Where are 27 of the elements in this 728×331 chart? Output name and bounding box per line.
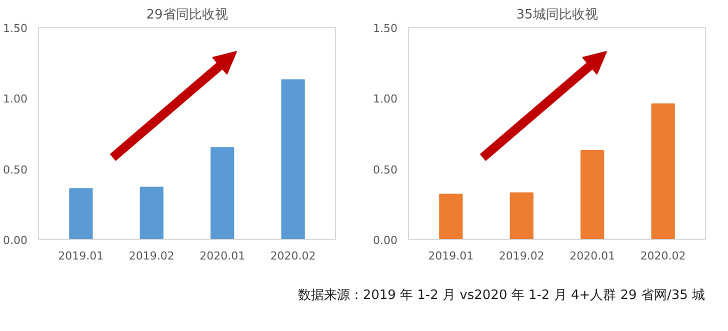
chart-title: 35城同比收视	[516, 8, 598, 22]
y-tick-label: 1.00	[373, 92, 398, 106]
bar	[510, 192, 534, 240]
bar	[580, 150, 604, 240]
x-tick-label: 2019.02	[128, 250, 174, 262]
bar	[439, 194, 463, 240]
x-tick-label: 2020.02	[270, 250, 316, 262]
x-tick-label: 2019.01	[58, 250, 104, 262]
x-tick-label: 2019.01	[428, 250, 474, 262]
y-tick-label: 1.00	[3, 92, 28, 106]
y-tick-label: 0.00	[3, 234, 28, 247]
chart-title: 29省同比收视	[146, 8, 228, 22]
y-tick-label: 1.50	[3, 22, 28, 35]
source-note: 数据来源：2019 年 1-2 月 vs2020 年 1-2 月 4+人群 29 省网/35 城	[298, 287, 705, 305]
bar	[140, 186, 164, 240]
x-tick-label: 2020.02	[640, 250, 686, 262]
y-tick-label: 1.50	[373, 22, 398, 35]
bar	[281, 79, 305, 240]
x-tick-label: 2020.01	[570, 250, 616, 262]
bar	[210, 147, 234, 240]
bar	[69, 188, 93, 240]
x-tick-label: 2019.02	[498, 250, 544, 262]
y-tick-label: 0.00	[373, 234, 398, 247]
bar	[651, 103, 675, 240]
y-tick-label: 0.50	[373, 163, 398, 176]
x-tick-label: 2020.01	[200, 250, 246, 262]
y-tick-label: 0.50	[3, 163, 28, 176]
